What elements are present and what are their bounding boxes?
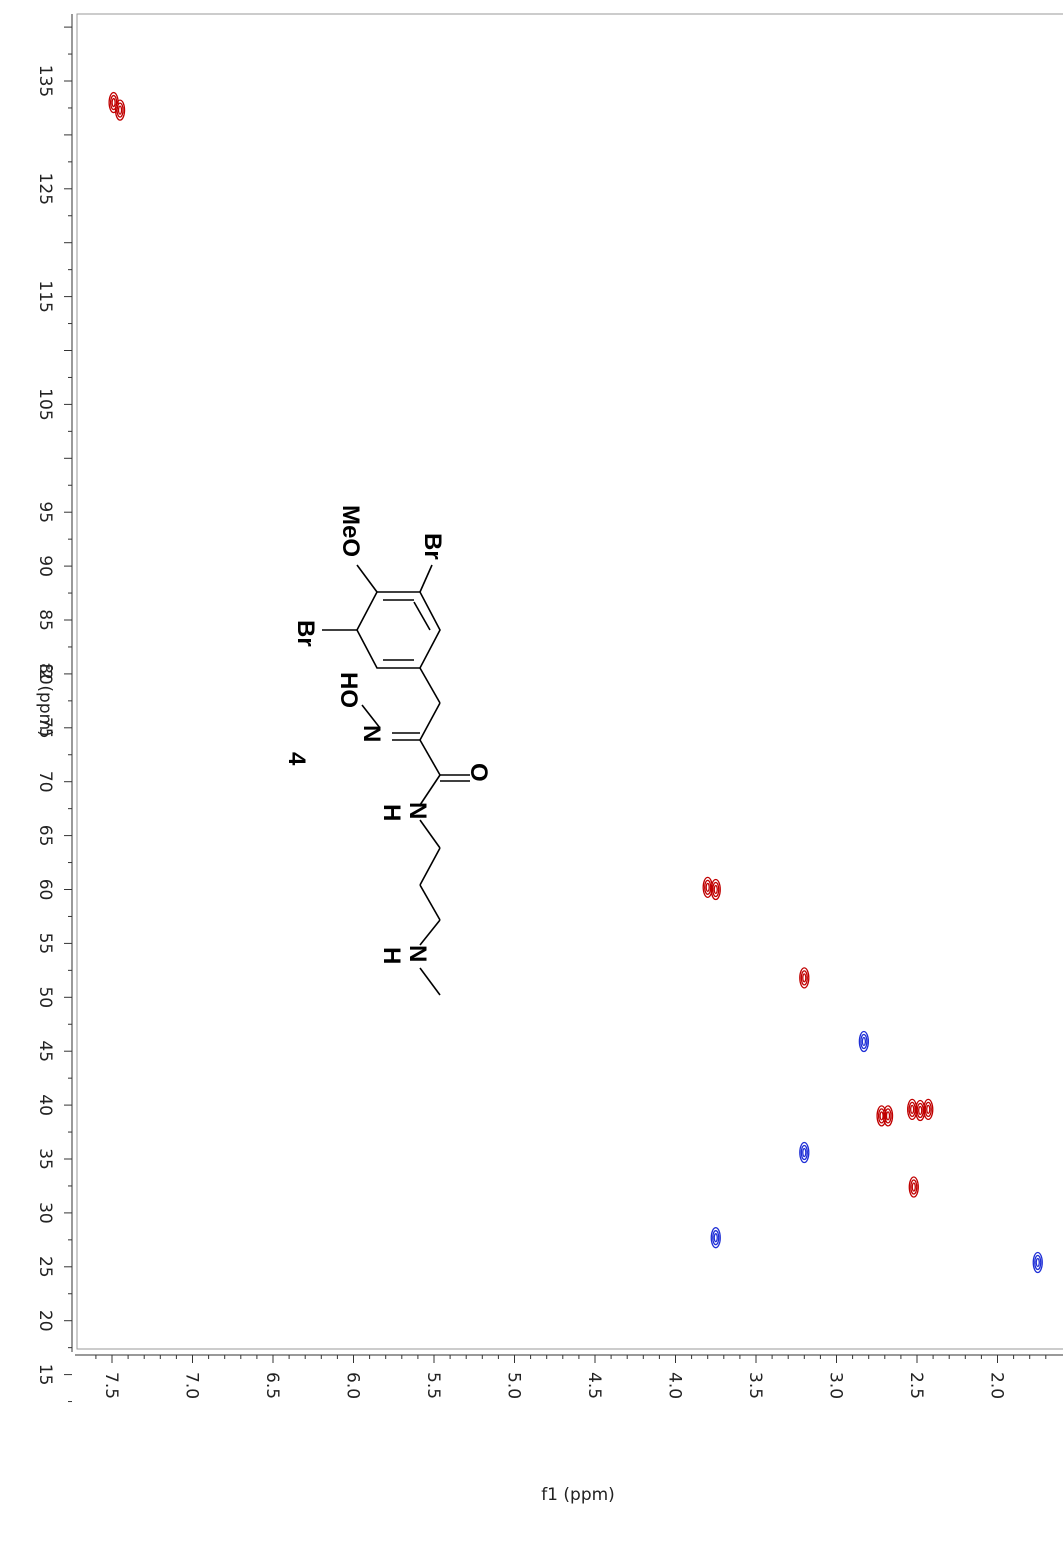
bond-n-methyl: [419, 967, 441, 996]
x-tick-label: 4.5: [584, 1372, 604, 1399]
atom-label-n: N: [358, 725, 385, 742]
y-tick-label: 125: [35, 173, 55, 205]
x-tick-label: 2.0: [987, 1372, 1007, 1399]
y-tick-label: 40: [35, 1094, 55, 1116]
x-tick-label: 7.0: [182, 1372, 202, 1399]
x-axis-title: f1 (ppm): [541, 1485, 615, 1505]
atom-label-n: N: [404, 945, 431, 962]
atom-label-br: Br: [292, 620, 319, 647]
y-tick-label: 65: [35, 825, 55, 847]
bond-c-amide: [419, 739, 441, 776]
positive-cross-peak: [907, 1098, 918, 1121]
negative-cross-peak: [799, 1141, 810, 1164]
bond-chain-3: [419, 884, 441, 921]
atom-label-br: Br: [419, 533, 446, 560]
x-tick-label: 3.5: [745, 1372, 765, 1399]
negative-cross-peak: [710, 1227, 721, 1249]
x-tick-label: 5.5: [423, 1372, 443, 1399]
y-tick-label: 95: [35, 501, 55, 523]
y-tick-label: 50: [35, 986, 55, 1008]
x-tick-label: 2.5: [906, 1372, 926, 1399]
atom-label-h: H: [378, 804, 405, 821]
positive-cross-peak: [908, 1176, 919, 1198]
bond-chain-2: [419, 847, 441, 886]
x-tick-label: 6.0: [343, 1372, 363, 1399]
bond-c-nh: [419, 774, 441, 806]
atom-label-ho: HO: [335, 672, 362, 708]
y-axis-ticks: 135 125 115 105 95 90 85 80 75 70 65 60 55 50 45 40 35 30…: [35, 26, 72, 1403]
negative-cross-peak: [1032, 1251, 1043, 1274]
y-tick-label: 135: [35, 65, 55, 97]
y-tick-label: 90: [35, 555, 55, 577]
y-tick-label: 75: [35, 717, 55, 739]
y-tick-label: 115: [35, 280, 55, 312]
atom-label-h: H: [378, 947, 405, 964]
y-tick-label: 25: [35, 1256, 55, 1278]
y-tick-label: 30: [35, 1202, 55, 1224]
atom-label-meo: MeO: [337, 505, 364, 557]
y-tick-label: 55: [35, 933, 55, 955]
cross-peaks: [108, 91, 1043, 1274]
x-tick-label: 5.0: [504, 1372, 524, 1399]
y-tick-label: 15: [35, 1364, 55, 1386]
chemical-structure: [322, 564, 470, 996]
y-tick-label: 35: [35, 1148, 55, 1170]
ring-double-bond: [413, 601, 431, 631]
positive-cross-peak: [108, 91, 119, 114]
bond-br-top: [419, 564, 433, 593]
negative-cross-peak: [858, 1030, 870, 1053]
bond-chain-1: [419, 819, 441, 849]
bond-chain-4: [419, 919, 441, 946]
positive-cross-peak: [702, 876, 713, 898]
plot-area: [76, 13, 1063, 1350]
positive-cross-peak: [882, 1105, 894, 1127]
bond-n-o: [361, 704, 381, 729]
atom-label-o: O: [465, 763, 492, 782]
bond-ch2: [419, 667, 441, 704]
atom-label-n: N: [404, 802, 431, 819]
positive-cross-peak: [799, 967, 810, 989]
structure-labels: MeO Br Br HO N O N H N H 4: [283, 505, 492, 964]
y-tick-label: 20: [35, 1310, 55, 1332]
y-tick-label: 105: [35, 388, 55, 420]
x-tick-label: 4.0: [665, 1372, 685, 1399]
bond-ch2-c: [419, 702, 441, 741]
x-tick-label: 6.5: [262, 1372, 282, 1399]
x-tick-label: 3.0: [826, 1372, 846, 1399]
y-tick-label: 80: [35, 663, 55, 685]
bond-ome: [356, 564, 378, 593]
y-tick-label: 85: [35, 609, 55, 631]
compound-label: 4: [283, 752, 310, 766]
y-tick-label: 60: [35, 879, 55, 901]
y-axis-title: f2 (ppm): [35, 663, 55, 737]
x-tick-label: 7.5: [101, 1372, 121, 1399]
y-tick-label: 70: [35, 771, 55, 793]
x-axis-ticks: 7.5 7.0 6.5 6.0 5.5 5.0 4.5 4.0 3.5 3.0 2.5 2.0: [95, 1355, 1047, 1399]
y-tick-label: 45: [35, 1040, 55, 1062]
positive-cross-peak: [923, 1098, 934, 1121]
